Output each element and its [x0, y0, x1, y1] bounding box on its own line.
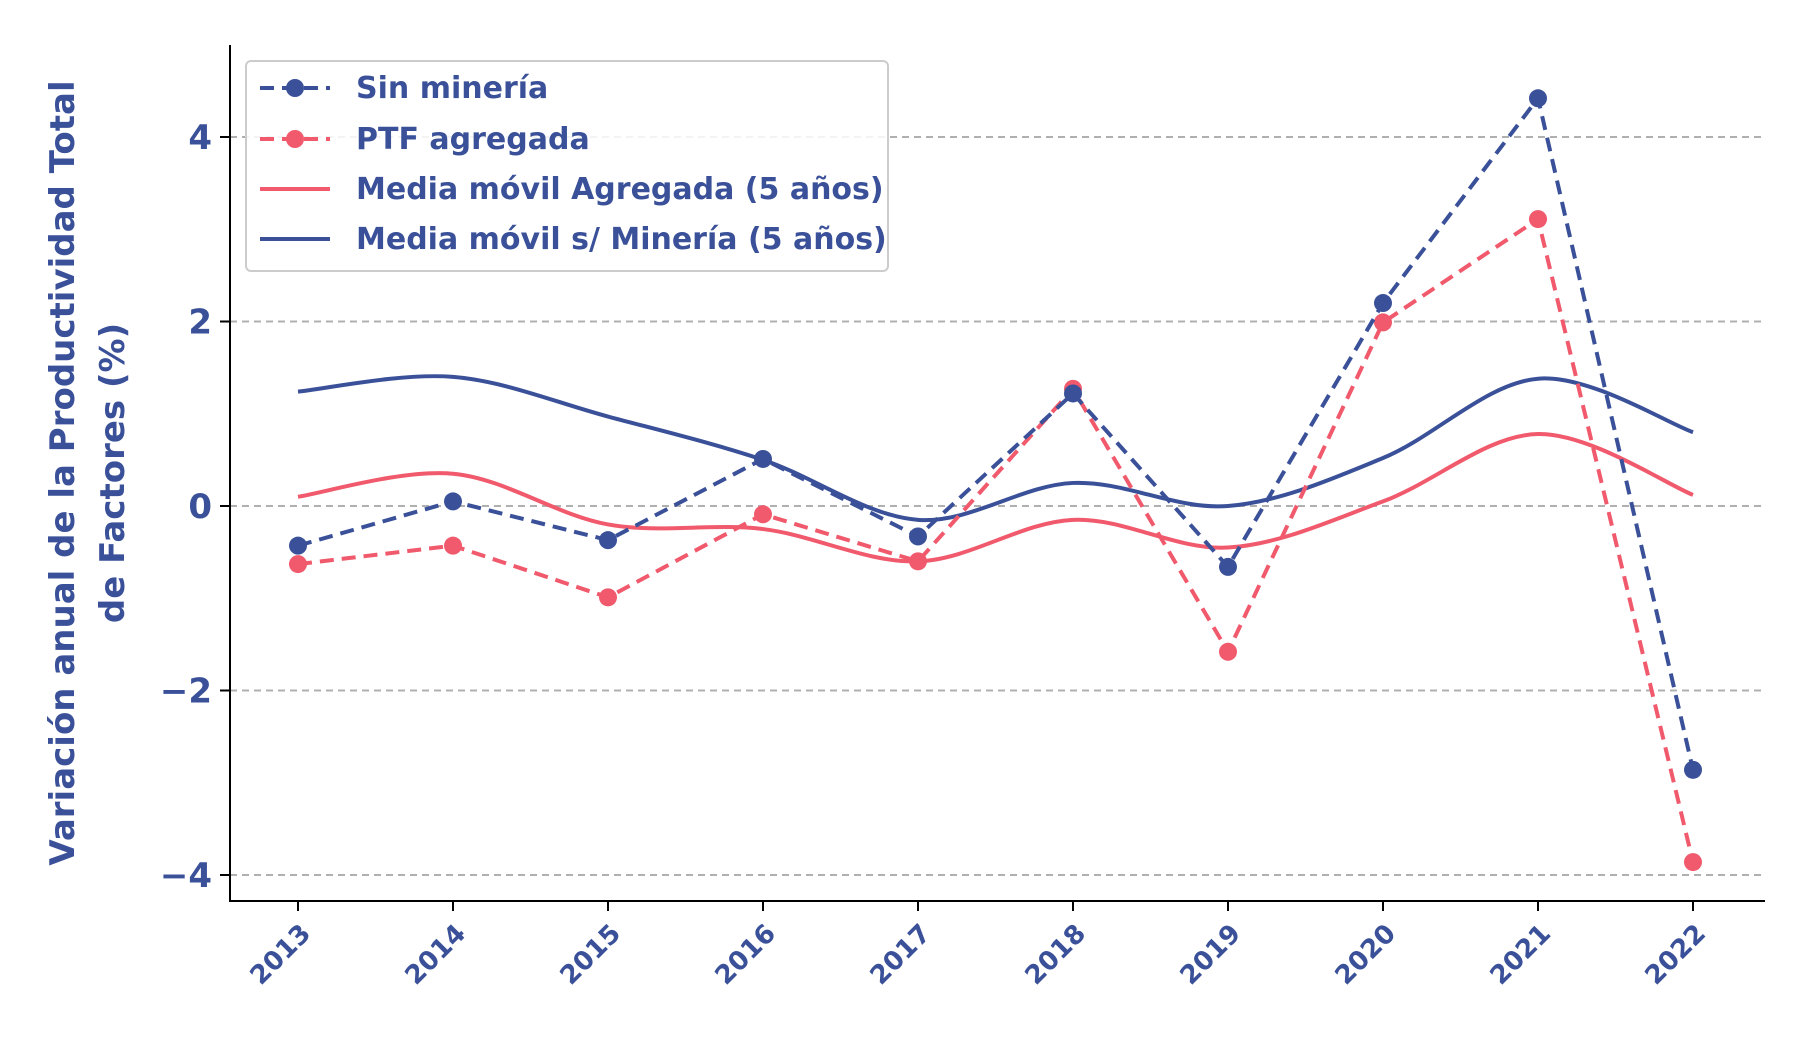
x-tick-label: 2018 — [1020, 919, 1092, 991]
y-axis-label-line2: de Factores (%) — [93, 323, 133, 623]
data-point — [1529, 89, 1547, 108]
legend-item: PTF agregada — [260, 122, 590, 157]
data-point — [289, 536, 307, 555]
x-tick-label: 2020 — [1330, 919, 1402, 991]
series-2 — [297, 432, 1694, 564]
y-ticks: −4 −2 0 2 4 — [160, 118, 230, 896]
y-tick-label: −2 — [160, 672, 212, 712]
data-point — [1684, 760, 1702, 779]
x-tick-label: 2014 — [400, 919, 472, 991]
x-tick-label: 2019 — [1175, 919, 1247, 991]
series-line — [297, 93, 1695, 771]
data-point — [909, 552, 927, 571]
data-point — [1064, 384, 1082, 403]
y-tick-label: 2 — [188, 303, 212, 343]
axes — [229, 45, 1765, 902]
legend: Sin minería PTF agregada Media móvil Agreg… — [245, 60, 889, 272]
legend-label: PTF agregada — [356, 122, 590, 157]
data-point — [1374, 313, 1392, 332]
legend-frame — [245, 60, 889, 272]
x-tick-label: 2022 — [1640, 919, 1712, 991]
x-tick-label: 2015 — [555, 919, 627, 991]
legend-label: Media móvil Agregada (5 años) — [356, 172, 884, 207]
data-point — [289, 555, 307, 574]
x-tick-label: 2021 — [1485, 919, 1557, 991]
y-tick-label: 4 — [188, 118, 212, 158]
data-point — [444, 492, 462, 511]
series-3 — [297, 374, 1694, 523]
series-layer — [289, 89, 1702, 872]
data-point — [1219, 642, 1237, 661]
data-point — [1219, 557, 1237, 576]
legend-marker — [286, 79, 304, 97]
data-point — [1374, 294, 1392, 313]
legend-item: Sin minería — [260, 71, 548, 106]
data-point — [754, 449, 772, 468]
legend-label: Media móvil s/ Minería (5 años) — [356, 222, 887, 257]
data-point — [909, 527, 927, 546]
x-tick-label: 2016 — [710, 919, 782, 991]
legend-label: Sin minería — [356, 71, 548, 106]
legend-item: Media móvil s/ Minería (5 años) — [260, 222, 887, 257]
x-tick-label: 2017 — [865, 919, 937, 991]
x-ticks: 2013 2014 2015 2016 2017 2018 2019 2020 2021 2022 — [245, 901, 1712, 991]
data-point — [1529, 210, 1547, 229]
series-line — [297, 215, 1695, 863]
legend-marker — [286, 130, 304, 148]
series-line — [297, 432, 1694, 564]
data-point — [444, 536, 462, 555]
data-point — [599, 531, 617, 550]
y-axis-label: Variación anual de la Productividad Tota… — [43, 80, 133, 865]
series-line — [297, 374, 1694, 523]
series-0 — [289, 89, 1702, 779]
x-tick-label: 2013 — [245, 919, 317, 991]
data-point — [754, 505, 772, 524]
y-tick-label: 0 — [188, 487, 212, 527]
legend-item: Media móvil Agregada (5 años) — [260, 172, 884, 207]
data-point — [599, 588, 617, 607]
data-point — [1684, 853, 1702, 872]
y-axis-label-line1: Variación anual de la Productividad Tota… — [43, 80, 83, 865]
y-tick-label: −4 — [160, 856, 212, 896]
